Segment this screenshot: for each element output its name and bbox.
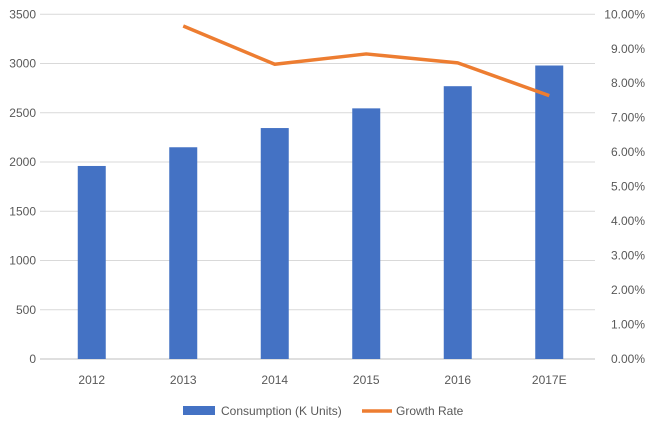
right-tick-label: 5.00% (611, 180, 645, 194)
left-tick-label: 2000 (9, 155, 36, 169)
bar-2012 (78, 166, 106, 359)
right-tick-label: 3.00% (611, 249, 645, 263)
bar-2013 (169, 147, 197, 359)
bar-2016 (444, 86, 472, 359)
x-tick-label: 2016 (444, 373, 471, 387)
right-tick-label: 2.00% (611, 283, 645, 297)
left-tick-label: 3500 (9, 7, 36, 21)
right-tick-label: 0.00% (611, 352, 645, 366)
left-tick-label: 0 (29, 352, 36, 366)
left-tick-label: 3000 (9, 57, 36, 71)
right-tick-label: 7.00% (611, 111, 645, 125)
x-tick-label: 2014 (261, 373, 288, 387)
x-tick-label: 2015 (353, 373, 380, 387)
legend-label-consumption: Consumption (K Units) (221, 404, 342, 418)
left-tick-label: 500 (16, 303, 36, 317)
right-tick-label: 1.00% (611, 318, 645, 332)
right-tick-label: 6.00% (611, 145, 645, 159)
bar-2014 (261, 128, 289, 359)
growth-rate-line (183, 26, 549, 96)
left-tick-label: 1000 (9, 254, 36, 268)
x-tick-label: 2012 (78, 373, 105, 387)
right-tick-label: 9.00% (611, 42, 645, 56)
right-tick-label: 8.00% (611, 76, 645, 90)
left-tick-label: 2500 (9, 106, 36, 120)
left-tick-label: 1500 (9, 204, 36, 218)
right-tick-label: 10.00% (604, 7, 645, 21)
right-tick-label: 4.00% (611, 214, 645, 228)
bar-2015 (352, 108, 380, 359)
bar-2017E (535, 66, 563, 359)
x-tick-label: 2013 (170, 373, 197, 387)
legend-label-growth: Growth Rate (396, 404, 464, 418)
legend-swatch-consumption (183, 406, 215, 415)
x-tick-label: 2017E (532, 373, 567, 387)
